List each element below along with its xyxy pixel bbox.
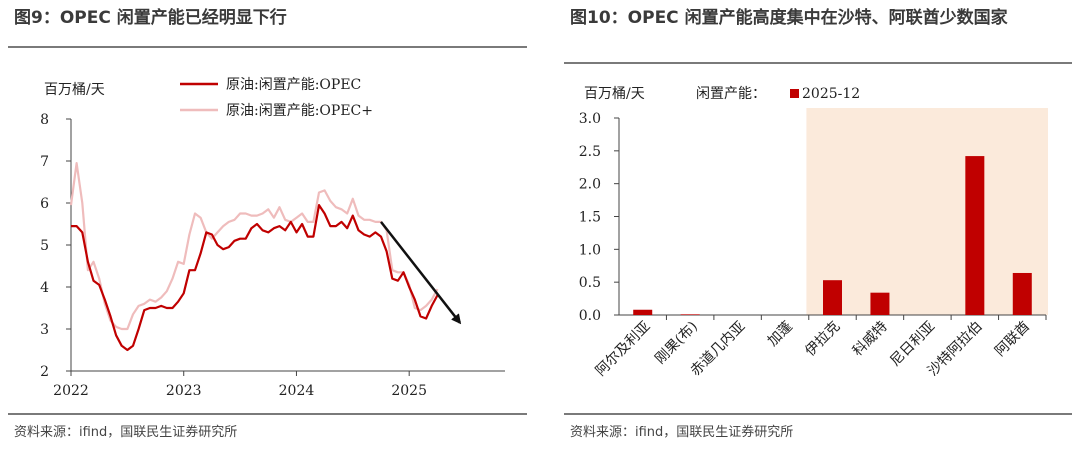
y-tick-label: 1.5 bbox=[579, 210, 601, 226]
y-tick-label: 7 bbox=[40, 154, 49, 170]
y-tick-label: 4 bbox=[40, 280, 49, 296]
y-tick-label: 2.0 bbox=[579, 177, 601, 193]
bar bbox=[823, 280, 842, 315]
y-tick-label: 6 bbox=[40, 196, 49, 212]
y-tick-label: 8 bbox=[40, 112, 49, 128]
x-tick-label: 伊拉克 bbox=[802, 319, 843, 360]
series-line-opec-plus bbox=[69, 162, 439, 331]
legend-label: 2025-12 bbox=[802, 86, 860, 102]
y-tick-label: 1.0 bbox=[579, 242, 601, 258]
x-tick-label: 2024 bbox=[279, 383, 315, 399]
x-tick-label: 阿联酋 bbox=[991, 318, 1033, 360]
figure-10-bottom-rule bbox=[564, 413, 1072, 415]
trend-arrow bbox=[380, 221, 462, 325]
figure-9-bottom-rule bbox=[8, 413, 527, 415]
figure-9-panel: 图9：OPEC 闲置产能已经明显下行 百万桶/天 2 3 4 5 6 7 8 2022 2023 2… bbox=[0, 0, 535, 449]
x-tick-label: 科威特 bbox=[850, 319, 891, 360]
figure-10-top-rule bbox=[564, 62, 1072, 64]
series-line-opec bbox=[71, 204, 439, 352]
y-tick-label: 5 bbox=[40, 238, 49, 254]
y-tick-label: 2 bbox=[40, 364, 49, 380]
y-tick-label: 3.0 bbox=[579, 111, 601, 127]
y-tick-label: 0.5 bbox=[579, 275, 601, 291]
x-tick-label: 2023 bbox=[166, 383, 202, 399]
figure-10-panel: 图10：OPEC 闲置产能高度集中在沙特、阿联酋少数国家 百万桶/天 闲置产能： 2… bbox=[556, 0, 1080, 449]
x-tick-label: 阿尔及利亚 bbox=[593, 319, 654, 380]
bar bbox=[680, 314, 700, 315]
x-tick-label: 2025 bbox=[391, 383, 427, 399]
figure-9-top-rule bbox=[8, 46, 527, 48]
figure-9-source: 资料来源：ifind，国联民生证券研究所 bbox=[14, 425, 238, 440]
highlight-band bbox=[806, 108, 1048, 315]
y-axis-unit-label: 百万桶/天 bbox=[584, 86, 645, 102]
bar-chart: 百万桶/天 闲置产能： 2025-12 0.0 0.5 1.0 1.5 2.0 2.5 3.0 阿尔… bbox=[579, 86, 1048, 380]
y-axis-unit-label: 百万桶/天 bbox=[44, 82, 105, 98]
y-tick-label: 2.5 bbox=[579, 144, 601, 160]
legend-swatch bbox=[790, 89, 799, 98]
x-tick-label: 刚果(布) bbox=[652, 319, 701, 368]
x-tick-label: 加蓬 bbox=[765, 319, 796, 350]
line-chart: 百万桶/天 2 3 4 5 6 7 8 2022 2023 2024 2025 原油:闲置产能:OPEC… bbox=[40, 77, 505, 399]
bar bbox=[1012, 272, 1032, 315]
y-tick-label: 0.0 bbox=[579, 308, 601, 324]
legend-title: 闲置产能： bbox=[696, 86, 766, 102]
figure-10-title: 图10：OPEC 闲置产能高度集中在沙特、阿联酋少数国家 bbox=[570, 8, 1008, 28]
bar bbox=[965, 156, 985, 315]
bar bbox=[870, 292, 890, 315]
x-tick-label: 2022 bbox=[53, 383, 89, 399]
legend-label: 原油:闲置产能:OPEC+ bbox=[226, 103, 373, 119]
legend-label: 原油:闲置产能:OPEC bbox=[226, 77, 361, 93]
figure-9-title: 图9：OPEC 闲置产能已经明显下行 bbox=[14, 8, 287, 28]
figure-10-source: 资料来源：ifind，国联民生证券研究所 bbox=[570, 425, 794, 440]
y-tick-label: 3 bbox=[40, 322, 49, 338]
bar bbox=[633, 309, 653, 315]
